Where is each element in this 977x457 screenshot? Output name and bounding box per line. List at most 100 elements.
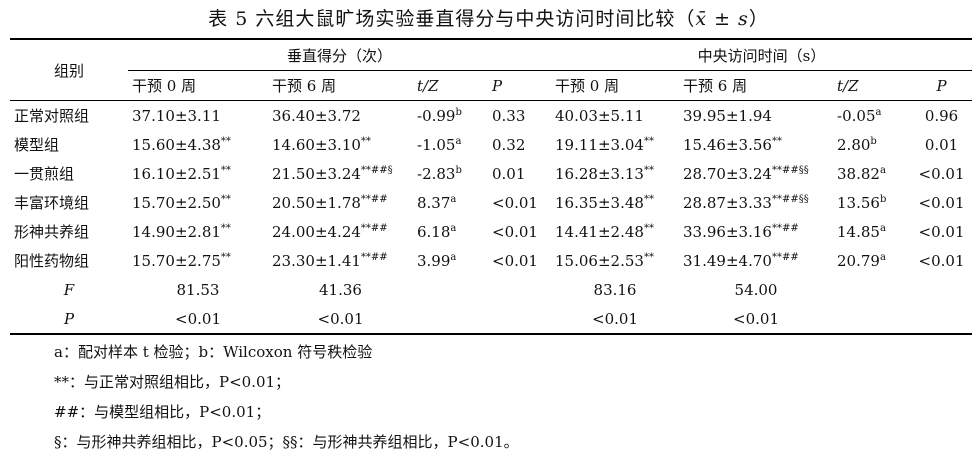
table-cell: 15.46±3.56**	[679, 130, 833, 159]
cell-value: -0.05	[837, 106, 876, 125]
cell-value: 14.85	[837, 222, 880, 241]
cell-value: 0.01	[492, 164, 526, 183]
cell-value: 15.70±2.50	[132, 193, 221, 212]
table-cell: 20.79a	[833, 246, 911, 275]
cell-value: -0.99	[417, 106, 456, 125]
table-cell: 0.33	[488, 101, 551, 131]
cell-superscript: **	[771, 135, 782, 147]
subheader: P	[488, 70, 552, 101]
data-table: 组别 垂直得分（次） 中央访问时间（s） 干预 0 周 干预 6 周 t/Z P…	[10, 38, 973, 335]
table-cell: 15.06±2.53**	[551, 246, 679, 275]
cell-value: 14.90±2.81	[132, 222, 221, 241]
cell-superscript: a	[450, 193, 457, 205]
table-cell: 0.01	[911, 130, 972, 159]
cell-value: 40.03±5.11	[555, 106, 644, 125]
table-cell: 16.28±3.13**	[551, 159, 679, 188]
p-value: <0.01	[551, 304, 680, 335]
subheader: 干预 0 周	[551, 70, 680, 101]
cell-superscript: a	[450, 251, 457, 263]
f-value: 54.00	[734, 280, 778, 299]
cell-superscript: a	[875, 106, 882, 118]
table-cell: 15.70±2.75**	[128, 246, 268, 275]
table-row: 一贯煎组 16.10±2.51** 21.50±3.24**##§ -2.83b 0.0…	[10, 159, 972, 188]
cell-superscript: **	[220, 193, 231, 205]
cell-superscript: **	[643, 222, 654, 234]
cell-value: 0.01	[924, 135, 959, 154]
cell-value: 36.40±3.72	[272, 106, 361, 125]
cell-value: 19.11±3.04	[555, 135, 644, 154]
row-group-name: 丰富环境组	[14, 194, 90, 212]
note-line: **：与正常对照组相比，P<0.01；	[54, 373, 291, 391]
cell-value: <0.01	[492, 193, 538, 212]
table-cell: 0.01	[488, 159, 551, 188]
table-row: 正常对照组 37.10±3.11 36.40±3.72 -0.99b 0.33 40.03…	[10, 101, 972, 131]
cell-value: <0.01	[492, 251, 538, 270]
table-cell: 0.32	[488, 130, 551, 159]
row-group-name: 一贯煎组	[14, 165, 75, 183]
table-cell: 21.50±3.24**##§	[268, 159, 413, 188]
table-cell: -0.99b	[413, 101, 488, 131]
cell-value: 15.70±2.75	[132, 251, 221, 270]
row-group-name: 形神共养组	[14, 223, 90, 241]
subheader-row: 干预 0 周 干预 6 周 t/Z P 干预 0 周 干预 6 周 t/Z P	[10, 70, 973, 101]
cell-value: <0.01	[918, 164, 965, 183]
table-cell: 14.60±3.10**	[268, 130, 413, 159]
cell-value: 20.50±1.78	[272, 193, 361, 212]
table-notes: a：配对样本 t 检验；b：Wilcoxon 符号秩检验 **：与正常对照组相比…	[54, 337, 519, 457]
cell-value: 3.99	[417, 251, 451, 270]
note-line: §：与形神共养组相比，P<0.05；§§：与形神共养组相比，P<0.01。	[54, 433, 519, 451]
table-cell: 14.90±2.81**	[128, 217, 268, 246]
cell-superscript: **	[643, 251, 654, 263]
table-cell: 0.96	[911, 101, 972, 131]
f-label: F	[63, 280, 75, 299]
table-cell: 13.56b	[833, 188, 911, 217]
cell-superscript: **	[220, 251, 231, 263]
cell-value: 39.95±1.94	[683, 106, 772, 125]
cell-value: -2.83	[417, 164, 456, 183]
f-value: 83.16	[593, 280, 637, 299]
table-cell: 16.10±2.51**	[128, 159, 268, 188]
cell-value: 15.06±2.53	[555, 251, 644, 270]
table-cell: 8.37a	[413, 188, 488, 217]
p-label: P	[10, 304, 128, 335]
note-line: a：配对样本 t 检验；b：Wilcoxon 符号秩检验	[54, 343, 373, 361]
table-row: 丰富环境组 15.70±2.50** 20.50±1.78**## 8.37a <0.0…	[10, 188, 972, 217]
cell-value: <0.01	[492, 222, 538, 241]
cell-superscript: b	[870, 135, 877, 147]
table-cell: 23.30±1.41**##	[268, 246, 413, 275]
cell-superscript: b	[455, 164, 462, 176]
cell-value: 13.56	[837, 193, 880, 212]
table-cell: 15.70±2.50**	[128, 188, 268, 217]
table-cell: 39.95±1.94	[679, 101, 833, 131]
table-cell: 19.11±3.04**	[551, 130, 679, 159]
cell-superscript: **	[643, 164, 654, 176]
cell-superscript: a	[450, 222, 457, 234]
subheader: 干预 6 周	[268, 70, 413, 101]
cell-value: 0.32	[492, 135, 526, 154]
table-cell: 16.35±3.48**	[551, 188, 679, 217]
f-value: 81.53	[176, 280, 220, 299]
cell-value: 0.96	[924, 106, 959, 125]
header-central: 中央访问时间（s）	[551, 38, 973, 71]
table-cell: 31.49±4.70**##	[679, 246, 833, 275]
cell-superscript: **##§	[360, 164, 393, 176]
table-cell: -0.05a	[833, 101, 911, 131]
cell-value: 8.37	[417, 193, 451, 212]
table-cell: <0.01	[488, 217, 551, 246]
table-row: 阳性药物组 15.70±2.75** 23.30±1.41**## 3.99a <0.0…	[10, 246, 972, 275]
cell-superscript: **	[220, 222, 231, 234]
subheader: 干预 6 周	[679, 70, 834, 101]
header-vertical: 垂直得分（次）	[128, 38, 552, 71]
cell-superscript: **##	[771, 251, 799, 263]
cell-value: 37.10±3.11	[132, 106, 221, 125]
cell-superscript: b	[879, 193, 887, 205]
table-cell: 38.82a	[833, 159, 911, 188]
note-line: ##：与模型组相比，P<0.01；	[54, 403, 271, 421]
cell-superscript: **	[643, 135, 654, 147]
p-value: <0.01	[268, 304, 413, 335]
subheader: t/Z	[413, 70, 488, 101]
cell-value: <0.01	[918, 251, 965, 270]
table-cell: 37.10±3.11	[128, 101, 268, 131]
subheader: 干预 0 周	[128, 70, 268, 101]
cell-value: 16.10±2.51	[132, 164, 221, 183]
